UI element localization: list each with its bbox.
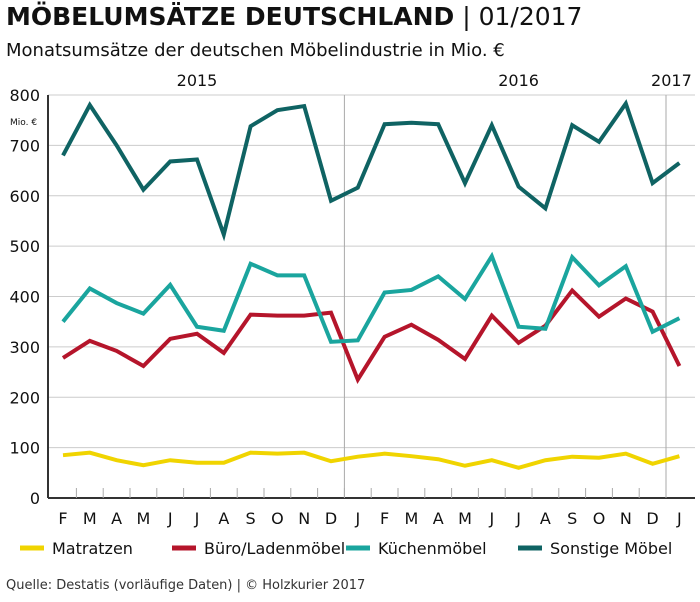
series-line-k-chenm-bel [61,251,681,344]
year-label: 2015 [177,71,218,90]
y-tick-label: 200 [9,388,40,407]
year-label: 2016 [498,71,539,90]
x-tick-label: F [380,509,389,528]
series-line-b-ro-ladenm-bel [61,287,682,385]
x-tick-label: J [167,509,173,528]
x-tick-label: F [58,509,67,528]
x-tick-label: A [433,509,444,528]
series-line-sonstige-m-bel [61,99,681,242]
y-tick-label: 700 [9,136,40,155]
x-tick-label: D [325,509,337,528]
x-tick-label: S [246,509,256,528]
x-tick-label: D [646,509,658,528]
legend-label: Matratzen [52,539,133,558]
x-tick-label: J [676,509,682,528]
legend-label: Sonstige Möbel [550,539,672,558]
legend-label: Büro/Ladenmöbel [204,539,345,558]
x-tick-label: A [218,509,229,528]
source-note: Quelle: Destatis (vorläufige Daten) | © … [6,578,366,593]
y-tick-label: 600 [9,187,40,206]
y-tick-label: 0 [30,489,40,508]
x-tick-label: O [271,509,284,528]
x-tick-label: N [298,509,310,528]
y-tick-label: 300 [9,338,40,357]
y-tick-label: 400 [9,288,40,307]
x-tick-label: M [458,509,472,528]
y-tick-label: 800 [9,86,40,105]
y-axis-unit: Mio. € [10,118,37,128]
x-tick-label: O [593,509,606,528]
y-tick-label: 500 [9,237,40,256]
chart-title: MÖBELUMSÄTZE DEUTSCHLAND | 01/2017 [6,2,583,31]
x-tick-label: M [83,509,97,528]
x-tick-label: N [620,509,632,528]
x-tick-label: J [194,509,200,528]
x-tick-label: M [136,509,150,528]
chart-subtitle: Monatsumsätze der deutschen Möbelindustr… [6,40,505,61]
x-tick-label: J [354,509,360,528]
x-tick-label: J [515,509,521,528]
year-label: 2017 [651,71,692,90]
x-tick-label: M [404,509,418,528]
legend-label: Küchenmöbel [378,539,487,558]
series-line-matratzen [62,450,680,470]
x-tick-label: J [488,509,494,528]
y-tick-label: 100 [9,439,40,458]
x-tick-label: A [111,509,122,528]
x-tick-label: S [567,509,577,528]
x-tick-label: A [540,509,551,528]
